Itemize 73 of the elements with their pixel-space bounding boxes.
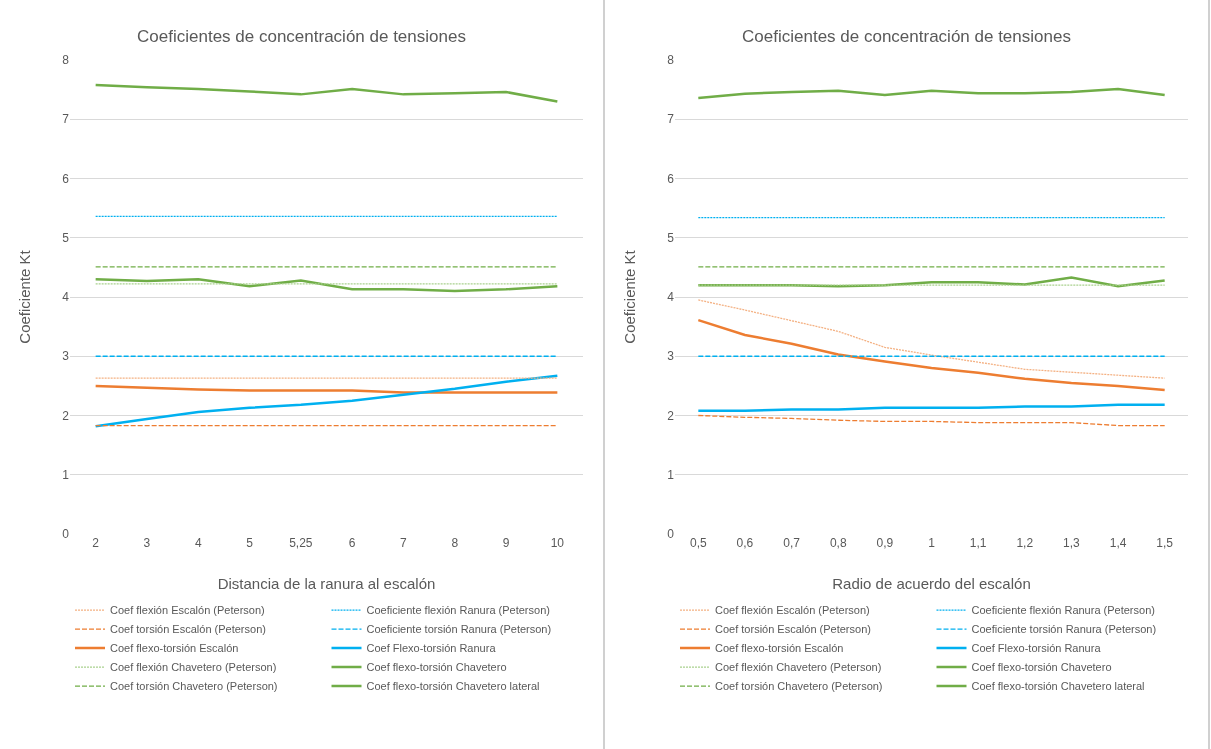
x-tick-label: 10 (550, 536, 565, 550)
legend-label: Coeficiente flexión Ranura (Peterson) (366, 604, 550, 617)
x-tick-label: 7 (400, 536, 408, 550)
legend-label: Coef flexión Escalón (Peterson) (715, 604, 870, 617)
y-tick-label: 4 (667, 290, 675, 305)
y-tick-label: 2 (62, 408, 70, 423)
legend-label: Coef flexo-torsión Chavetero (366, 661, 507, 674)
x-tick-label: 5 (246, 536, 254, 550)
x-tick-label: 0,9 (876, 536, 894, 550)
chart-title: Coeficientes de concentración de tensiones (742, 26, 1071, 46)
legend-label: Coef flexo-torsión Chavetero lateral (971, 680, 1145, 693)
x-tick-label: 1,1 (969, 536, 987, 550)
x-tick-label: 1,2 (1016, 536, 1034, 550)
y-tick-label: 1 (667, 467, 675, 482)
legend-label: Coef flexión Chavetero (Peterson) (715, 661, 882, 674)
line-series (697, 87, 1166, 100)
y-axis-title: Coeficiente Kt (16, 249, 33, 344)
x-tick-label: 9 (502, 536, 510, 550)
x-tick-label: 8 (451, 536, 459, 550)
x-axis-title: Radio de acuerdo del escalón (832, 575, 1031, 592)
y-tick-label: 7 (667, 112, 675, 127)
x-tick-label: 5,25 (289, 536, 313, 550)
legend-label: Coef flexo-torsión Escalón (110, 642, 239, 655)
y-tick-label: 0 (667, 527, 675, 542)
legend-label: Coeficiente torsión Ranura (Peterson) (366, 623, 552, 636)
line-series (697, 299, 1166, 379)
y-tick-label: 8 (667, 53, 675, 68)
line-series (697, 414, 1166, 427)
x-tick-label: 1,3 (1063, 536, 1081, 550)
x-tick-label: 1 (928, 536, 936, 550)
y-tick-label: 6 (62, 171, 70, 186)
y-tick-label: 3 (62, 349, 70, 364)
legend-label: Coeficiente torsión Ranura (Peterson) (971, 623, 1157, 636)
chart-title: Coeficientes de concentración de tensiones (137, 26, 466, 46)
x-tick-label: 1,5 (1156, 536, 1174, 550)
legend-label: Coef flexo-torsión Chavetero (971, 661, 1112, 674)
y-tick-label: 4 (62, 290, 70, 305)
legend-label: Coeficiente flexión Ranura (Peterson) (971, 604, 1155, 617)
legend-label: Coef torsión Chavetero (Peterson) (715, 680, 883, 693)
legend-label: Coef flexo-torsión Escalón (715, 642, 844, 655)
legend-label: Coef torsión Escalón (Peterson) (110, 623, 266, 636)
y-tick-label: 8 (62, 53, 70, 68)
legend-label: Coef torsión Chavetero (Peterson) (110, 680, 278, 693)
legend-label: Coef flexión Escalón (Peterson) (110, 604, 265, 617)
y-tick-label: 0 (62, 527, 70, 542)
y-tick-label: 3 (667, 349, 675, 364)
y-tick-label: 1 (62, 467, 70, 482)
x-tick-label: 6 (348, 536, 356, 550)
y-tick-label: 5 (62, 230, 70, 245)
legend-label: Coef torsión Escalón (Peterson) (715, 623, 871, 636)
x-tick-label: 4 (194, 536, 202, 550)
x-tick-label: 0,7 (783, 536, 801, 550)
y-tick-label: 6 (667, 171, 675, 186)
x-tick-label: 3 (143, 536, 151, 550)
line-series (94, 277, 559, 293)
legend-label: Coef Flexo-torsión Ranura (971, 642, 1102, 655)
x-tick-label: 0,5 (689, 536, 707, 550)
line-series (94, 83, 559, 103)
x-tick-label: 0,6 (736, 536, 754, 550)
x-tick-label: 1,4 (1109, 536, 1127, 550)
legend-label: Coef flexión Chavetero (Peterson) (110, 661, 277, 674)
legend-label: Coef Flexo-torsión Ranura (366, 642, 497, 655)
line-series (94, 384, 559, 394)
x-axis-title: Distancia de la ranura al escalón (217, 575, 436, 592)
y-tick-label: 2 (667, 408, 675, 423)
x-tick-label: 0,8 (829, 536, 847, 550)
line-series (94, 374, 559, 428)
line-series (697, 318, 1166, 392)
x-tick-label: 2 (92, 536, 100, 550)
y-tick-label: 7 (62, 112, 70, 127)
y-tick-label: 5 (667, 230, 675, 245)
y-axis-title: Coeficiente Kt (621, 249, 638, 344)
legend-label: Coef flexo-torsión Chavetero lateral (366, 680, 540, 693)
